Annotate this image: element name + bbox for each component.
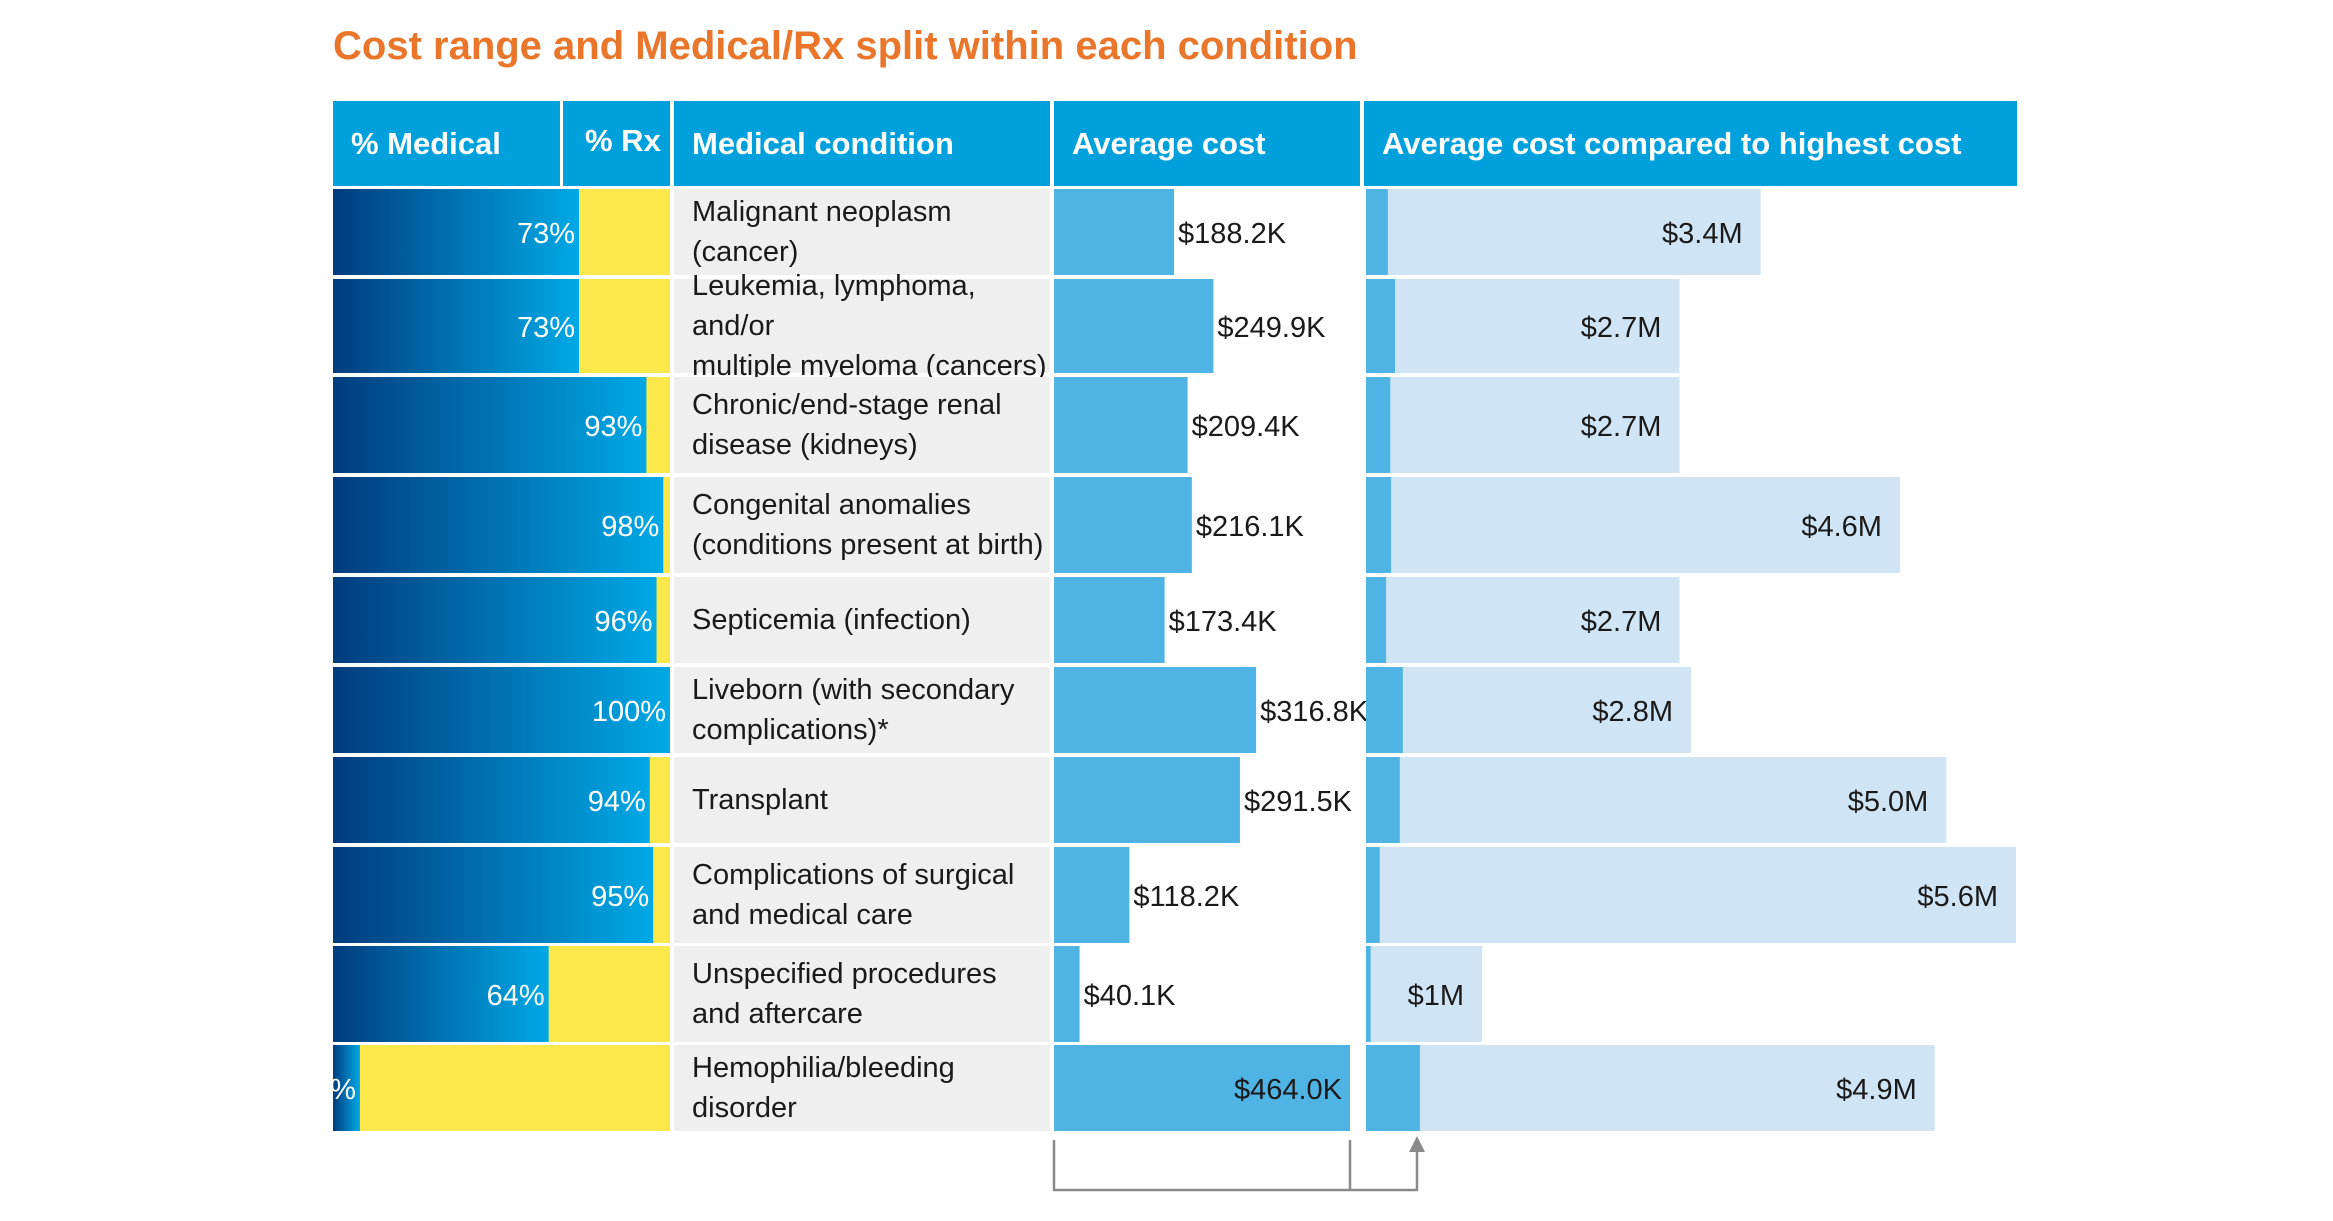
- condition-label: Transplant: [674, 757, 1050, 843]
- pct-medical-label: 95%: [591, 881, 649, 913]
- average-cost-label: $209.4K: [1192, 411, 1301, 443]
- bracket-arrowhead: [1409, 1136, 1425, 1152]
- average-cost-bar: [1054, 577, 1165, 663]
- header-average-cost-compared: Average cost compared to highest cost: [1364, 101, 2017, 186]
- average-cost-marker: [1366, 377, 1391, 473]
- average-cost-label: $188.2K: [1178, 218, 1287, 250]
- condition-label: Hemophilia/bleeding disorder: [674, 1045, 1050, 1131]
- pct-medical-label: 96%: [594, 606, 652, 638]
- average-cost-label: $291.5K: [1244, 786, 1353, 818]
- average-cost-bar: [1054, 1045, 1350, 1131]
- medical-bar: [333, 757, 650, 843]
- medical-bar: [333, 946, 549, 1042]
- average-cost-marker: [1366, 667, 1403, 753]
- rx-bar: [333, 1045, 670, 1131]
- highest-cost-label: $5.0M: [1848, 786, 1929, 818]
- medical-bar: [333, 847, 654, 943]
- average-cost-bar: [1054, 377, 1188, 473]
- condition-label: Unspecified procedures and aftercare: [674, 946, 1050, 1042]
- condition-label: Leukemia, lymphoma, and/or multiple myelo…: [674, 270, 1050, 382]
- average-cost-bar: [1054, 667, 1257, 753]
- condition-label: Chronic/end-stage renal disease (kidneys): [674, 377, 1050, 473]
- header-pct-medical: % Medical: [333, 101, 560, 186]
- highest-cost-label: $5.6M: [1917, 881, 1998, 913]
- average-cost-label: $316.8K: [1260, 696, 1369, 728]
- highest-cost-bar: [1366, 847, 2016, 943]
- average-cost-marker: [1366, 477, 1392, 573]
- highest-cost-label: $2.7M: [1581, 312, 1662, 344]
- condition-label: Malignant neoplasm (cancer): [674, 189, 1050, 275]
- average-cost-marker: [1366, 279, 1396, 373]
- average-cost-marker: [1366, 189, 1388, 275]
- average-cost-bar: [1054, 477, 1192, 573]
- header-medical-condition: Medical condition: [674, 101, 1050, 186]
- medical-bar: [333, 577, 657, 663]
- condition-label: Liveborn (with secondary complications)*: [674, 667, 1050, 753]
- pct-medical-label: 73%: [517, 218, 575, 250]
- chart-title: Cost range and Medical/Rx split within e…: [333, 24, 1358, 68]
- highest-cost-label: $3.4M: [1662, 218, 1743, 250]
- highest-cost-bar: [1366, 757, 1947, 843]
- header-average-cost: Average cost: [1054, 101, 1360, 186]
- average-cost-marker: [1366, 577, 1387, 663]
- average-cost-label: $464.0K: [1234, 1074, 1343, 1106]
- average-cost-marker: [1366, 757, 1400, 843]
- average-cost-bar: [1054, 757, 1240, 843]
- pct-medical-label: 73%: [517, 312, 575, 344]
- pct-medical-label: 100%: [592, 696, 666, 728]
- average-cost-bar: [1054, 279, 1214, 373]
- pct-medical-label: 8%: [314, 1074, 356, 1106]
- average-cost-bar: [1054, 946, 1080, 1042]
- highest-cost-bar: [1366, 477, 1900, 573]
- average-cost-label: $173.4K: [1169, 606, 1278, 638]
- condition-label: Septicemia (infection): [674, 577, 1050, 663]
- medical-bar: [333, 189, 580, 275]
- medical-bar: [333, 1045, 360, 1131]
- pct-medical-label: 93%: [584, 411, 642, 443]
- highest-cost-bar: [1366, 667, 1691, 753]
- highest-cost-bar: [1366, 377, 1680, 473]
- medical-bar: [333, 279, 580, 373]
- condition-label: Complications of surgical and medical car…: [674, 847, 1050, 943]
- average-cost-marker: [1366, 847, 1380, 943]
- average-cost-label: $249.9K: [1217, 312, 1326, 344]
- medical-bar: [333, 377, 647, 473]
- average-cost-bar: [1054, 847, 1130, 943]
- pct-medical-label: 98%: [601, 511, 659, 543]
- condition-label: Congenital anomalies (conditions present …: [674, 477, 1050, 573]
- highest-cost-label: $4.9M: [1836, 1074, 1917, 1106]
- highest-cost-label: $1M: [1408, 980, 1464, 1012]
- medical-bar: [333, 667, 670, 753]
- highest-cost-bar: [1366, 189, 1761, 275]
- average-cost-marker: [1366, 1045, 1420, 1131]
- highest-cost-bar: [1366, 946, 1483, 1042]
- average-cost-label: $118.2K: [1133, 881, 1240, 913]
- highest-cost-label: $2.7M: [1581, 411, 1662, 443]
- average-cost-bar: [1054, 189, 1175, 275]
- highest-cost-bar: [1366, 279, 1680, 373]
- average-cost-marker: [1366, 946, 1371, 1042]
- highest-cost-bar: [1366, 577, 1680, 663]
- highest-cost-label: $2.8M: [1592, 696, 1673, 728]
- average-cost-label: $216.1K: [1196, 511, 1305, 543]
- pct-medical-label: 94%: [588, 786, 646, 818]
- highest-cost-bar: [1366, 1045, 1935, 1131]
- highest-cost-label: $2.7M: [1581, 606, 1662, 638]
- average-cost-label: $40.1K: [1084, 980, 1177, 1012]
- pct-medical-label: 64%: [487, 980, 545, 1012]
- header-pct-rx: % Rx: [563, 101, 670, 186]
- medical-bar: [333, 477, 664, 573]
- highest-cost-label: $4.6M: [1801, 511, 1882, 543]
- bracket-connector: [1052, 1140, 1419, 1192]
